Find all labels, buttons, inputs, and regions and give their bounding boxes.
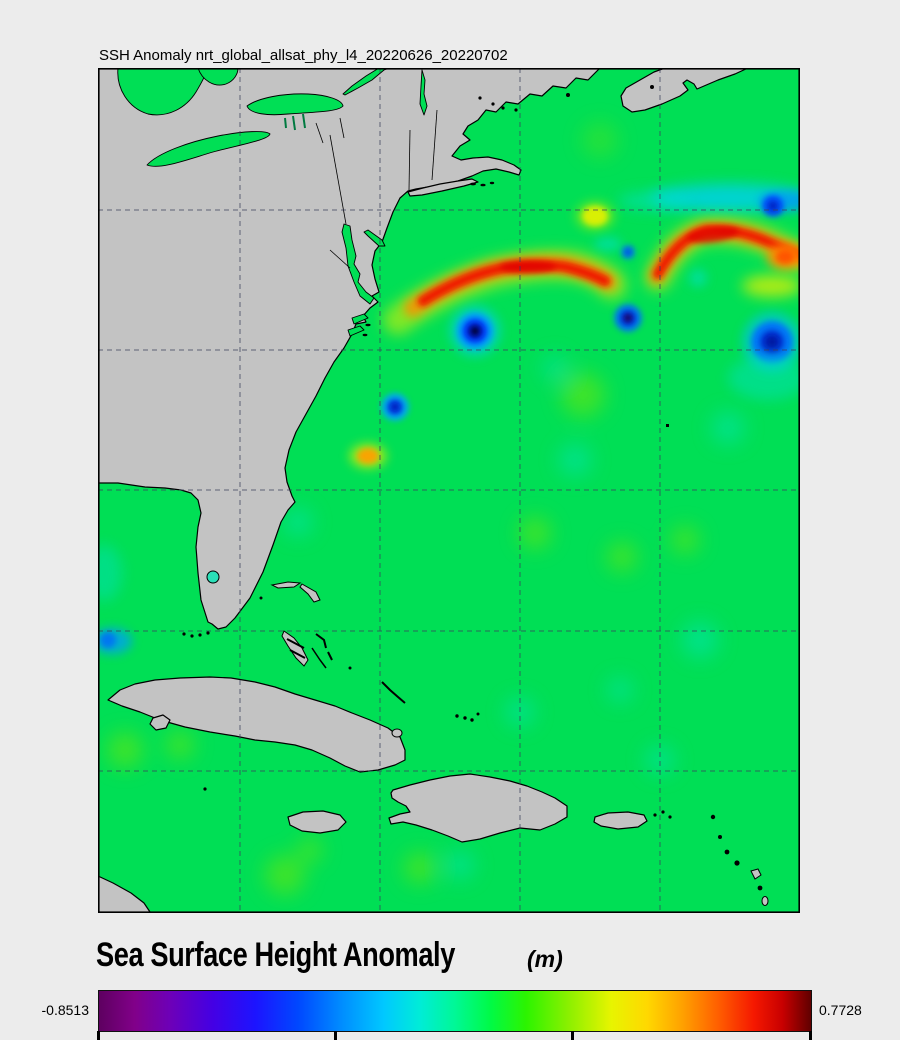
teal-spot bbox=[689, 269, 707, 287]
cold-eddy-black-core bbox=[449, 305, 501, 357]
island-puerto-rico bbox=[593, 811, 648, 830]
islands-turks-caicos bbox=[455, 712, 480, 722]
ssh-anomaly-map bbox=[98, 68, 800, 913]
lake-okeechobee bbox=[206, 570, 220, 584]
graticule bbox=[98, 68, 800, 913]
map-frame bbox=[98, 68, 800, 913]
colorbar bbox=[98, 990, 812, 1032]
colorbar-max-label: 0.7728 bbox=[819, 1002, 862, 1018]
albemarle-sound bbox=[347, 325, 365, 337]
lake-erie bbox=[146, 131, 271, 167]
islands-florida-keys bbox=[182, 631, 210, 638]
warm-band-right-low bbox=[742, 275, 800, 297]
islands-bahamas bbox=[259, 581, 406, 738]
finger-lakes bbox=[284, 113, 306, 131]
land-nova-scotia bbox=[620, 68, 749, 113]
chesapeake-bay bbox=[341, 223, 375, 305]
island-great-inagua bbox=[391, 728, 403, 738]
colorbar-units: (m) bbox=[527, 946, 563, 972]
island-jamaica bbox=[287, 810, 347, 834]
land-central-america bbox=[98, 875, 153, 913]
cold-eddy-bahamas bbox=[381, 393, 409, 421]
islands-lesser-antilles bbox=[653, 810, 769, 906]
lake-georgian-bay bbox=[197, 68, 239, 86]
cool-patch-gulf bbox=[98, 545, 122, 601]
island-grand-cayman bbox=[203, 787, 207, 791]
plot-title: SSH Anomaly nrt_global_allsat_phy_l4_202… bbox=[99, 47, 508, 64]
island-hispaniola bbox=[388, 773, 568, 843]
gulf-stream-band-west bbox=[383, 250, 627, 335]
island-cuba bbox=[107, 676, 406, 773]
cold-eddy-top-right bbox=[762, 195, 784, 217]
st-lawrence-river bbox=[342, 68, 391, 96]
island-isle-of-youth bbox=[149, 714, 171, 731]
colorbar-heading: Sea Surface Height Anomaly bbox=[96, 936, 455, 974]
land-masses bbox=[98, 68, 769, 913]
colorbar-min-label: -0.8513 bbox=[41, 1002, 89, 1018]
lake-ontario bbox=[246, 93, 344, 116]
ocean-anomaly-features bbox=[98, 184, 800, 654]
land-north-america bbox=[98, 68, 601, 630]
ocean-mottling bbox=[107, 122, 744, 895]
rivers bbox=[315, 109, 438, 269]
colorbar-tick bbox=[808, 1031, 812, 1040]
islands-outer-banks bbox=[362, 323, 371, 337]
island-bermuda bbox=[666, 424, 669, 427]
inland-waters bbox=[117, 68, 438, 584]
colorbar-tick bbox=[96, 1031, 100, 1040]
colorbar-tick bbox=[333, 1031, 337, 1040]
map-panel bbox=[98, 68, 800, 913]
warm-spot-florida bbox=[349, 443, 387, 469]
island-long-island bbox=[407, 178, 479, 197]
lake-champlain bbox=[419, 69, 428, 116]
cold-eddy-right-edge bbox=[728, 312, 800, 400]
islands-new-england bbox=[470, 93, 570, 187]
colorbar-tick bbox=[571, 1031, 575, 1040]
cold-eddy-center bbox=[614, 304, 642, 332]
nova-scotia-lake bbox=[650, 85, 654, 89]
pamlico-sound bbox=[351, 313, 369, 325]
warm-spot-north bbox=[575, 201, 615, 231]
